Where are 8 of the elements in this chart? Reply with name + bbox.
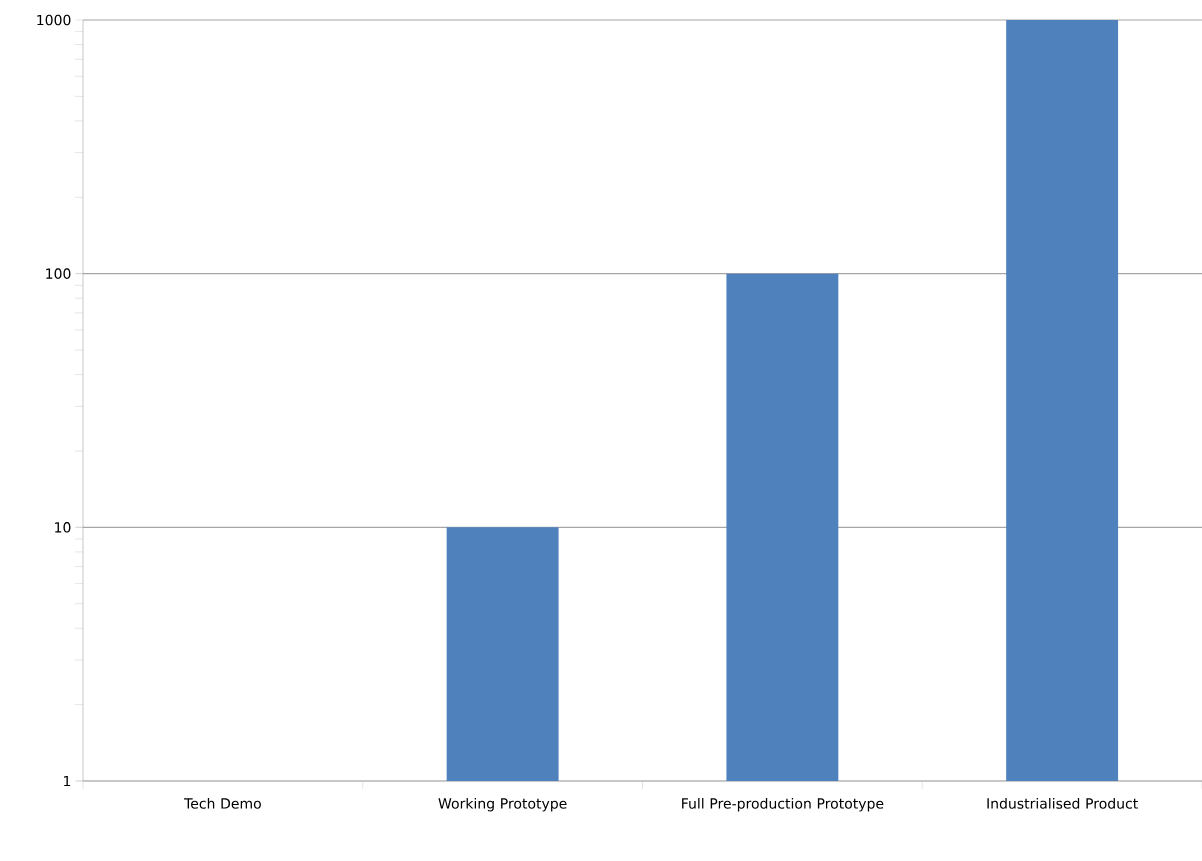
x-tick-label: Industrialised Product [987,797,1138,809]
x-tick-label: Tech Demo [184,797,261,809]
y-tick-label: 10 [55,522,71,533]
x-tick-label: Full Pre-production Prototype [682,797,884,812]
y-tick-label: 1 [64,775,71,787]
x-tick-label: Working Prototype [438,797,567,812]
y-tick-label: 1000 [37,14,71,26]
y-tick-label: 100 [46,268,71,279]
